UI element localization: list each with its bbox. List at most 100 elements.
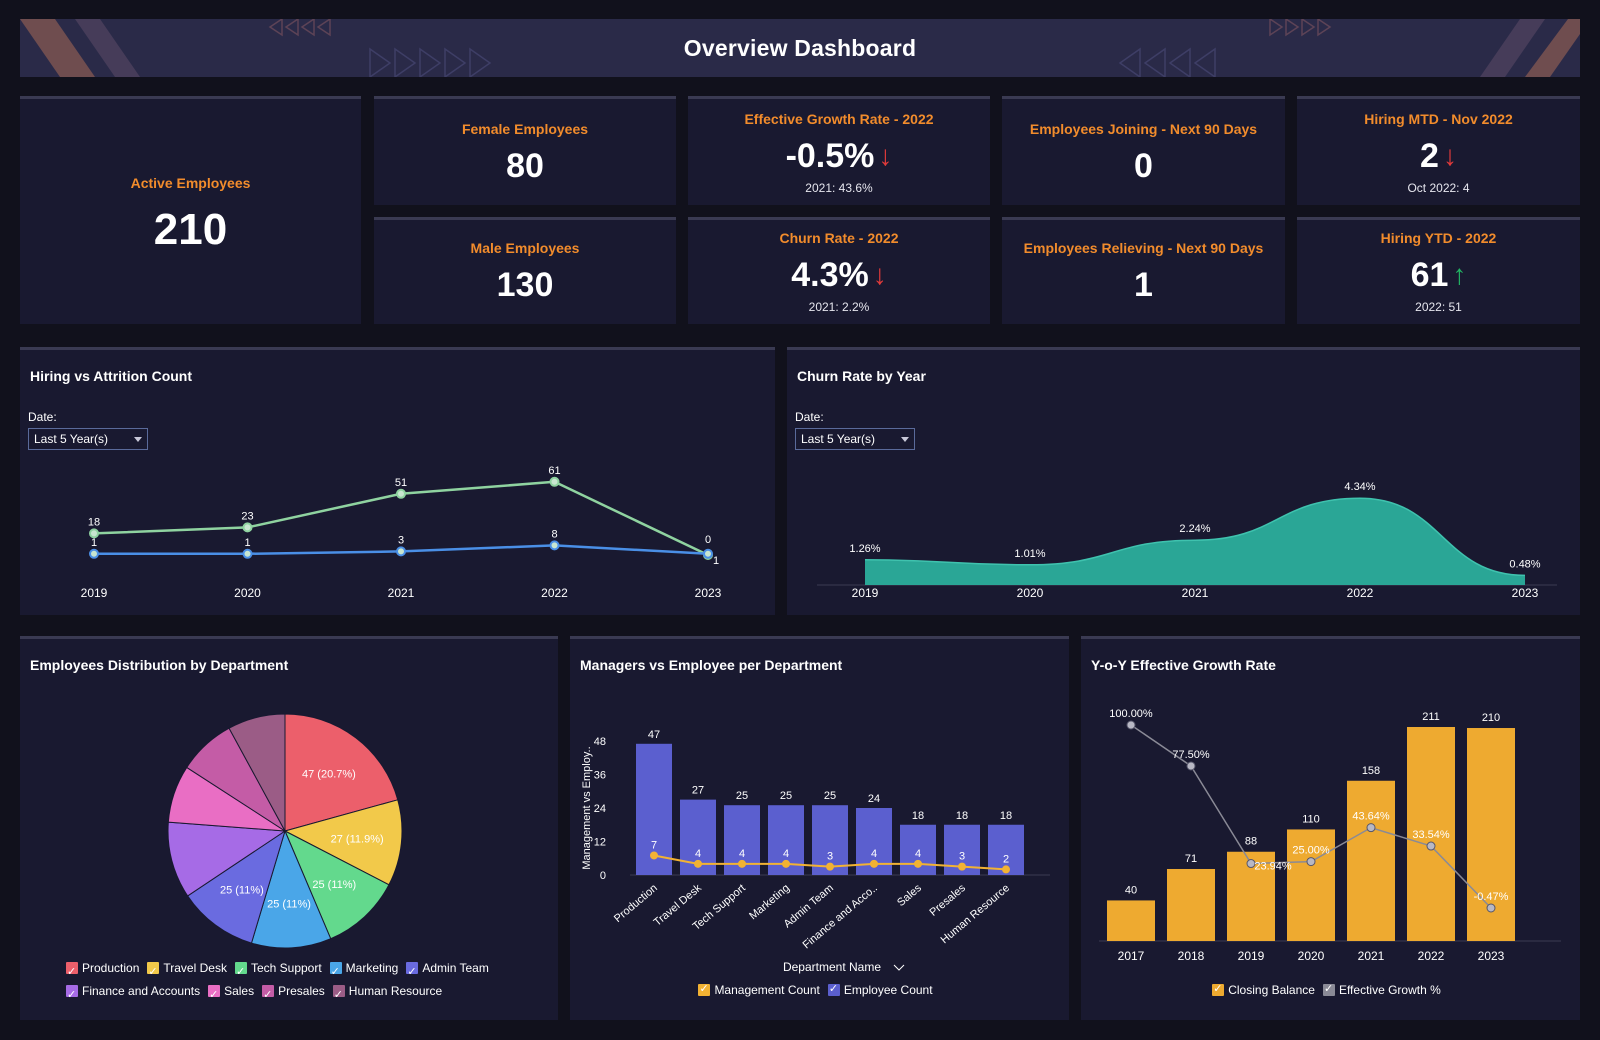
panel-title: Hiring vs Attrition Count [30, 368, 193, 384]
x-tick-label: 2019 [852, 586, 879, 600]
data-point [1002, 865, 1010, 874]
data-label: 100.00% [1109, 708, 1153, 720]
legend-item[interactable]: Closing Balance [1212, 982, 1315, 997]
slice-label: 25 (11%) [267, 898, 311, 910]
kpi-label: Employees Joining - Next 90 Days [1029, 121, 1258, 137]
kpi-active-employees[interactable]: Active Employees 210 [20, 96, 361, 324]
legend-label: Production [82, 961, 140, 975]
kpi-churn-rate[interactable]: Churn Rate - 2022 4.3% ↓ 2021: 2.2% [688, 217, 990, 324]
bar-value-label: 18 [912, 810, 924, 822]
checkbox-icon [147, 960, 160, 983]
data-label: -0.47% [1474, 891, 1509, 903]
pie-slice [283, 799, 403, 886]
legend-item[interactable]: Tech Support [234, 957, 322, 983]
data-point [738, 859, 746, 868]
data-label: 33.54% [1412, 829, 1450, 841]
legend-label: Travel Desk [163, 961, 227, 975]
date-filter-value: Last 5 Year(s) [801, 432, 876, 446]
kpi-hiring-mtd[interactable]: Hiring MTD - Nov 2022 2 ↓ Oct 2022: 4 [1297, 96, 1580, 205]
date-filter-label: Date: [795, 410, 824, 424]
x-tick-label: 2023 [1478, 949, 1505, 963]
legend-item[interactable]: Management Count [698, 982, 820, 997]
kpi-label: Hiring MTD - Nov 2022 [1364, 111, 1513, 127]
date-filter-select[interactable]: Last 5 Year(s) [795, 428, 915, 450]
kpi-value: 1 [1134, 265, 1153, 304]
up-arrow-icon: ↑ [1452, 259, 1467, 291]
bar-value-label: 27 [692, 785, 704, 797]
legend-item[interactable]: Finance and Accounts [66, 980, 201, 1006]
data-label: 4 [871, 848, 877, 860]
data-point [914, 859, 922, 868]
bar-value-label: 47 [648, 729, 660, 741]
data-label: 3 [398, 534, 404, 546]
area-fill [865, 498, 1525, 585]
pie-slice [167, 821, 287, 897]
legend-item[interactable]: Human Resource [332, 980, 443, 1006]
checkbox-icon [329, 960, 342, 983]
legend-label: Finance and Accounts [82, 984, 201, 998]
data-label: 1.26% [849, 543, 880, 555]
x-tick-label: 2022 [541, 586, 568, 600]
x-tick-label: Finance and Acco.. [801, 882, 880, 951]
date-filter-label: Date: [28, 410, 57, 424]
legend-item[interactable]: Production [66, 957, 140, 983]
panel-title: Employees Distribution by Department [30, 657, 289, 673]
yoy-legend: Closing Balance Effective Growth % [1081, 982, 1580, 997]
legend-item[interactable]: Marketing [329, 957, 398, 983]
date-filter-select[interactable]: Last 5 Year(s) [28, 428, 148, 450]
kpi-employees-joining[interactable]: Employees Joining - Next 90 Days 0 [1002, 96, 1285, 205]
legend-item[interactable]: Admin Team [406, 957, 489, 983]
x-axis-title: Department Name [783, 960, 881, 974]
data-point [396, 546, 406, 557]
checkbox-icon [208, 983, 221, 1006]
bar-legend: Management Count Employee Count [570, 982, 1069, 997]
legend-item[interactable]: Effective Growth % [1322, 982, 1441, 997]
data-label: 7 [651, 839, 657, 851]
kpi-comparison: 2021: 2.2% [808, 300, 870, 314]
data-point [782, 859, 790, 868]
kpi-hiring-ytd[interactable]: Hiring YTD - 2022 61 ↑ 2022: 51 [1297, 217, 1580, 324]
data-point [650, 851, 658, 860]
kpi-female-employees[interactable]: Female Employees 80 [374, 96, 676, 205]
kpi-effective-growth[interactable]: Effective Growth Rate - 2022 -0.5% ↓ 2021… [688, 96, 990, 205]
data-label: 4 [783, 848, 789, 860]
kpi-employees-relieving[interactable]: Employees Relieving - Next 90 Days 1 [1002, 217, 1285, 324]
kpi-male-employees[interactable]: Male Employees 130 [374, 217, 676, 324]
kpi-label: Female Employees [461, 121, 589, 137]
legend-label: Human Resource [348, 984, 443, 998]
kpi-label: Active Employees [130, 175, 251, 191]
down-arrow-icon: ↓ [872, 259, 887, 291]
checkbox-icon [262, 983, 275, 1006]
checkbox-icon [66, 960, 78, 983]
churn-rate-panel: Churn Rate by Year Date: Last 5 Year(s) … [787, 347, 1580, 615]
slice-label: 27 (11.9%) [331, 834, 384, 846]
date-filter-value: Last 5 Year(s) [34, 432, 109, 446]
bar [1407, 727, 1455, 941]
kpi-value: 61 ↑ [1410, 255, 1467, 294]
y-axis-title: Management vs Employ.. [581, 746, 593, 869]
slice-label: 25 (11%) [312, 879, 356, 891]
data-label: 23 [241, 510, 253, 522]
kpi-comparison: 2021: 43.6% [805, 181, 873, 195]
checkbox-icon [406, 960, 419, 983]
legend-label: Sales [224, 984, 255, 998]
legend-item[interactable]: Travel Desk [147, 957, 227, 983]
legend-item[interactable]: Employee Count [827, 982, 933, 997]
yoy-growth-chart: 40 71 88 110 158 211 210 100.00% 77.50% 23.94%25.… [1099, 708, 1561, 963]
down-arrow-icon: ↓ [878, 140, 893, 172]
bar-value-label: 25 [780, 790, 792, 802]
data-label: 43.64% [1352, 811, 1390, 823]
y-tick-label: 24 [594, 803, 606, 815]
checkbox-icon [698, 982, 711, 996]
bar-value-label: 25 [824, 790, 836, 802]
x-tick-label: 2023 [695, 586, 722, 600]
legend-item[interactable]: Sales [208, 980, 255, 1006]
x-tick-label: Sales [895, 882, 924, 909]
data-label: 0.48% [1509, 558, 1540, 570]
slice-label: 25 (11%) [220, 884, 264, 896]
dashboard-banner: Overview Dashboard [20, 19, 1580, 77]
data-label: 1 [91, 537, 97, 549]
legend-item[interactable]: Presales [262, 980, 325, 1006]
data-point [549, 540, 560, 551]
